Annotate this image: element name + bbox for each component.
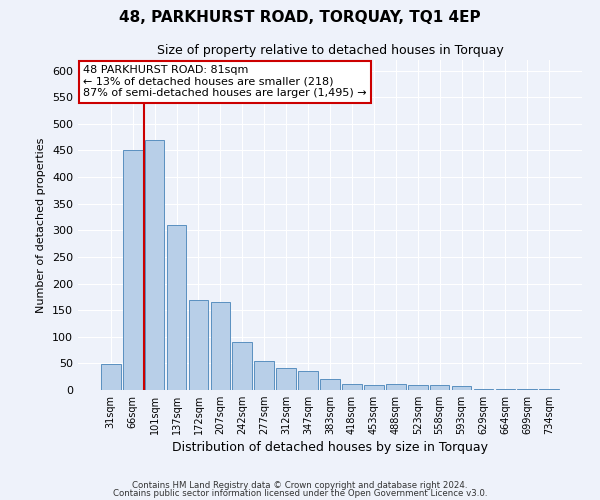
Text: 48, PARKHURST ROAD, TORQUAY, TQ1 4EP: 48, PARKHURST ROAD, TORQUAY, TQ1 4EP (119, 10, 481, 25)
Bar (539, 389, 559, 390)
Text: 48 PARKHURST ROAD: 81sqm
← 13% of detached houses are smaller (218)
87% of semi-: 48 PARKHURST ROAD: 81sqm ← 13% of detach… (83, 65, 367, 98)
Bar (473, 389, 493, 390)
Bar (254, 360, 274, 390)
Bar (211, 302, 230, 390)
Bar (167, 225, 187, 390)
Bar (517, 389, 537, 390)
Bar (496, 389, 515, 390)
Bar (276, 368, 296, 390)
Bar (408, 384, 428, 390)
Text: Contains public sector information licensed under the Open Government Licence v3: Contains public sector information licen… (113, 488, 487, 498)
Title: Size of property relative to detached houses in Torquay: Size of property relative to detached ho… (157, 44, 503, 58)
Y-axis label: Number of detached properties: Number of detached properties (37, 138, 46, 312)
Bar (364, 384, 384, 390)
Bar (232, 342, 252, 390)
Bar (123, 150, 143, 390)
Bar (430, 384, 449, 390)
Bar (298, 372, 318, 390)
Bar (188, 300, 208, 390)
Bar (342, 384, 362, 390)
Bar (145, 140, 164, 390)
Bar (320, 380, 340, 390)
Bar (452, 386, 472, 390)
X-axis label: Distribution of detached houses by size in Torquay: Distribution of detached houses by size … (172, 442, 488, 454)
Bar (386, 384, 406, 390)
Bar (101, 364, 121, 390)
Text: Contains HM Land Registry data © Crown copyright and database right 2024.: Contains HM Land Registry data © Crown c… (132, 481, 468, 490)
